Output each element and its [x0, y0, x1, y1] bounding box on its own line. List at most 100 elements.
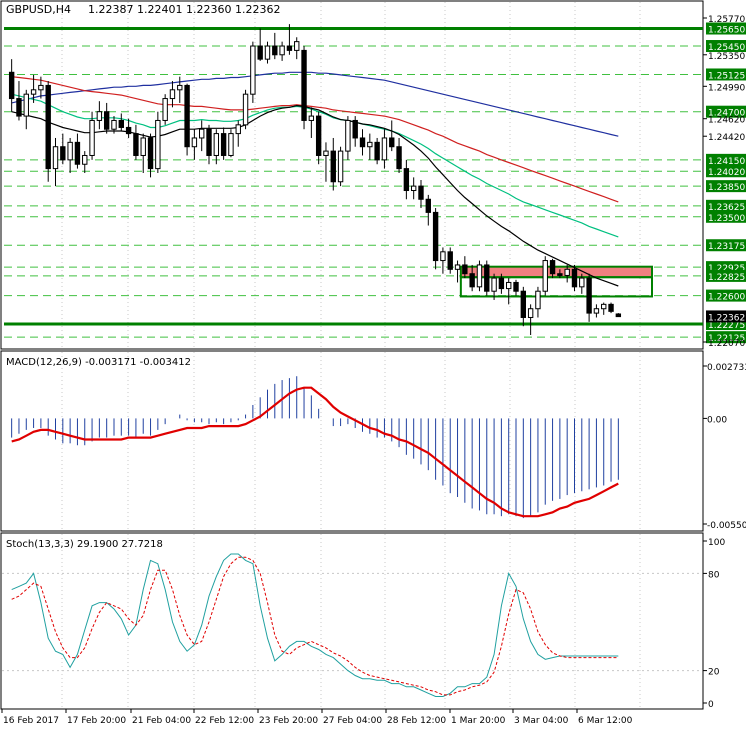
time-label: 16 Feb 2017	[3, 716, 59, 726]
stoch-axis: 100 80 20 0	[703, 538, 725, 710]
level-tag	[706, 22, 746, 35]
current-price-tag	[706, 310, 746, 323]
resistance-zone	[459, 265, 653, 279]
macd-tick-label: 0.00	[707, 415, 727, 425]
price-tick-label: 1.24620	[708, 116, 745, 126]
ma-black-line	[11, 104, 619, 287]
price-tick-label: 1.24420	[708, 133, 745, 143]
level-label: 1.24700	[708, 109, 745, 119]
candle-bull	[228, 133, 234, 156]
level-tag	[706, 239, 746, 252]
candle-bull	[140, 137, 146, 156]
stoch-grid	[2, 534, 702, 708]
candle-bull	[96, 111, 103, 121]
macd-histogram	[11, 376, 619, 519]
candle-bear	[425, 198, 431, 213]
candle-bear	[45, 84, 51, 170]
candle-bear	[513, 281, 519, 292]
horizontal-levels[interactable]	[4, 27, 703, 338]
stoch-tick-label: 80	[708, 570, 720, 580]
candle-bear	[286, 45, 293, 51]
candle-bull	[177, 84, 183, 91]
candle-bull	[367, 141, 373, 148]
ma-slow-line	[11, 71, 619, 137]
candle-bull	[191, 137, 198, 148]
zones[interactable]	[459, 265, 653, 298]
level-tag	[706, 165, 746, 178]
time-label: 17 Feb 20:00	[67, 716, 126, 726]
price-grid	[61, 2, 641, 348]
candle-bull	[89, 119, 95, 156]
candle-bull	[579, 277, 585, 288]
macd-panel[interactable]	[0, 350, 704, 532]
candle-bull	[593, 308, 600, 314]
candle-bull	[162, 98, 168, 121]
time-axis: 16 Feb 2017 17 Feb 20:00 21 Feb 04:00 22 Fe…	[1, 709, 633, 726]
time-label: 23 Feb 20:00	[259, 716, 318, 726]
candle-bear	[133, 133, 139, 156]
level-label: 1.22925	[708, 264, 745, 274]
candle-bull	[506, 281, 512, 290]
level-label: 1.22125	[708, 334, 745, 344]
level-label: 1.22600	[708, 293, 745, 303]
ma-fast-line	[11, 93, 619, 238]
candle-bear	[301, 49, 307, 121]
candle-bear	[484, 264, 490, 292]
candle-bear	[403, 168, 410, 192]
candle-bear	[220, 133, 227, 156]
candle-bear	[615, 313, 622, 318]
level-tag	[706, 269, 746, 282]
time-label: 28 Feb 12:00	[387, 716, 446, 726]
candle-bull	[454, 264, 461, 270]
level-label: 1.22825	[708, 273, 745, 283]
candle-bear	[549, 260, 556, 275]
candle-bear	[118, 119, 124, 128]
candle-bull	[476, 264, 483, 288]
candle-bear	[498, 277, 505, 290]
candle-bear	[352, 119, 358, 139]
candle-bull	[30, 89, 37, 95]
candle-bear	[8, 71, 15, 100]
stoch-panel[interactable]	[0, 532, 704, 710]
level-label: 1.23850	[708, 183, 745, 193]
candle-bear	[147, 137, 154, 170]
level-tag	[706, 68, 746, 81]
level-tag	[706, 331, 746, 344]
level-label: 1.23625	[708, 203, 745, 213]
candle-bull	[235, 124, 241, 135]
candle-bull	[564, 268, 570, 276]
candle-bear	[257, 45, 263, 60]
candle-bull	[38, 84, 44, 91]
candle-bear	[103, 111, 110, 130]
price-panel[interactable]	[0, 0, 704, 350]
level-tag	[706, 105, 746, 118]
ma-mid-line	[11, 76, 619, 203]
stoch-tick-label: 100	[708, 538, 725, 548]
macd-axis: 0.002733 0.00 -0.005508	[703, 363, 746, 531]
macd-grid	[61, 352, 641, 530]
moving-averages	[11, 71, 619, 287]
candle-bull	[67, 141, 73, 161]
candle-bull	[601, 303, 607, 310]
candle-bull	[410, 185, 417, 192]
candle-bull	[527, 308, 534, 318]
candle-bull	[82, 154, 88, 165]
level-tag	[706, 153, 746, 166]
candle-bull	[381, 137, 388, 161]
level-label: 1.25450	[708, 43, 745, 53]
candle-bull	[491, 277, 497, 292]
candle-bull	[337, 150, 344, 183]
candle-bear	[330, 150, 336, 183]
time-label: 21 Feb 04:00	[132, 716, 191, 726]
candle-bear	[272, 45, 278, 56]
candle-bear	[432, 211, 439, 262]
candle-bull	[111, 119, 117, 130]
candle-bull	[294, 41, 300, 51]
stoch-main-line	[11, 553, 619, 697]
candle-bear	[206, 128, 212, 156]
candle-bull	[52, 146, 59, 170]
time-label: 1 Mar 20:00	[451, 716, 506, 726]
current-price-label: 1.22362	[708, 313, 745, 323]
